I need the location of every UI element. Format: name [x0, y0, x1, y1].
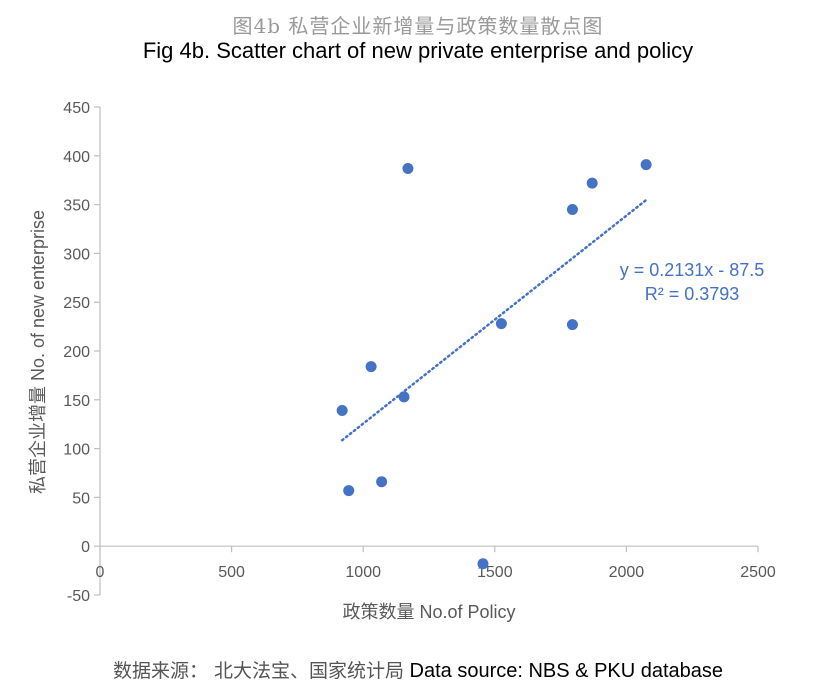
chart-points	[336, 159, 652, 570]
x-tick-label: 1000	[345, 564, 381, 581]
y-tick-label: 350	[63, 198, 90, 215]
chart-axes	[94, 106, 759, 596]
x-tick-label: 500	[218, 564, 245, 581]
y-tick-label: 200	[63, 344, 90, 361]
chart-title-chinese: 图4b 私营企业新增量与政策数量散点图	[232, 14, 604, 38]
data-point	[398, 391, 410, 403]
x-tick-label: 2500	[740, 564, 776, 581]
data-point	[477, 558, 489, 570]
data-source-chinese: 数据来源： 北大法宝、国家统计局	[112, 660, 404, 682]
data-point	[640, 159, 652, 171]
chart-tick-labels: -50 0 50 100 150 200 250 300 350 400 450 0 500 1000 15…	[63, 100, 776, 605]
x-tick-label: 0	[96, 564, 105, 581]
y-tick-label: 250	[63, 295, 90, 312]
y-tick-label: -50	[67, 588, 90, 605]
y-tick-label: 100	[63, 442, 90, 459]
x-tick-label: 2000	[609, 564, 645, 581]
data-point	[586, 177, 598, 189]
y-tick-label: 150	[63, 393, 90, 410]
y-tick-label: 0	[81, 539, 90, 556]
data-point	[343, 485, 355, 497]
y-tick-label: 300	[63, 246, 90, 263]
data-source: 数据来源： 北大法宝、国家统计局 Data source: NBS & PKU …	[0, 656, 836, 683]
y-axis-title: 私营企业增量 No. of new enterprise	[28, 210, 48, 494]
y-tick-label: 400	[63, 149, 90, 166]
x-tick-label: 1500	[477, 564, 513, 581]
trendline	[340, 198, 648, 442]
data-point	[495, 318, 507, 330]
data-point	[402, 162, 414, 174]
trendline-equation: y = 0.2131x - 87.5	[620, 260, 765, 280]
data-point	[376, 476, 388, 488]
data-point	[566, 203, 578, 215]
y-tick-label: 50	[72, 490, 90, 507]
data-point	[365, 361, 377, 373]
x-axis-title: 政策数量 No.of Policy	[342, 602, 515, 622]
data-point	[336, 405, 348, 417]
chart-title-english: Fig 4b. Scatter chart of new private ent…	[142, 38, 694, 63]
y-tick-label: 450	[63, 100, 90, 117]
data-source-english: Data source: NBS & PKU database	[403, 660, 724, 682]
data-point	[566, 319, 578, 331]
trendline-r-squared: R² = 0.3793	[645, 284, 740, 304]
